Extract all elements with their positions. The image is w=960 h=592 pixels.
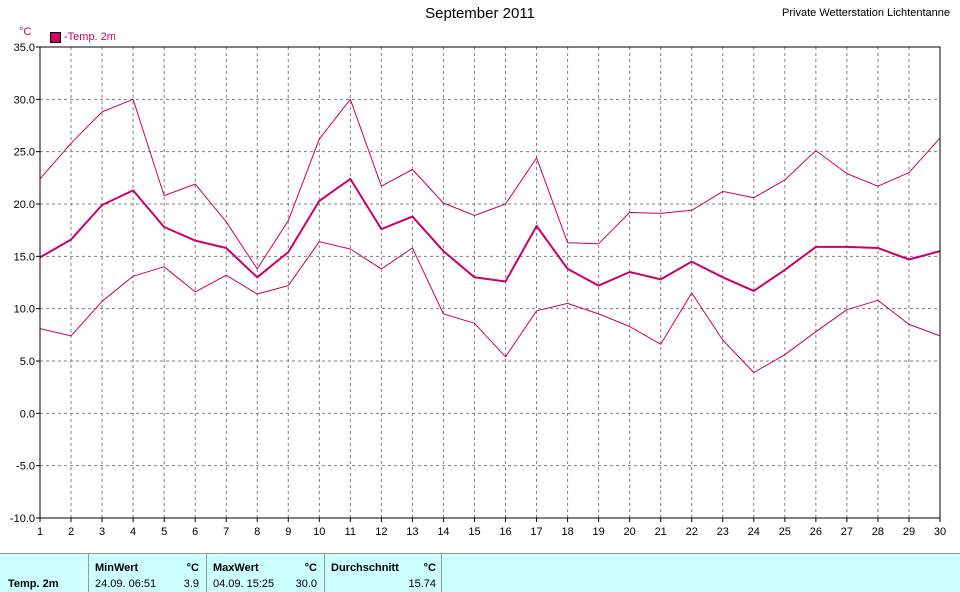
x-tick-label: 17 <box>530 526 542 538</box>
y-tick-label: -10.0 <box>10 513 35 525</box>
stats-avg-cell: Durchschnitt °C 15.74 <box>324 554 442 592</box>
x-tick-label: 1 <box>37 526 43 538</box>
x-tick-label: 20 <box>624 526 636 538</box>
x-tick-label: 3 <box>99 526 105 538</box>
stats-min-time: 24.09. 06:51 <box>95 578 157 590</box>
legend: -Temp. 2m <box>50 31 116 43</box>
stats-min-value: 3.9 <box>183 578 199 590</box>
y-tick-label: 0.0 <box>20 408 35 420</box>
x-tick-label: 28 <box>872 526 884 538</box>
legend-label: -Temp. 2m <box>64 31 116 43</box>
stats-max-label: MaxWert <box>213 562 259 574</box>
x-tick-label: 26 <box>810 526 822 538</box>
x-tick-label: 24 <box>748 526 760 538</box>
x-tick-label: 12 <box>375 526 387 538</box>
series-line-min <box>39 241 941 373</box>
y-tick-label: 25.0 <box>14 147 35 159</box>
x-tick-label: 6 <box>192 526 198 538</box>
stats-max-cell: MaxWert °C 04.09. 15:25 30.0 <box>206 554 325 592</box>
y-tick-label: 35.0 <box>14 42 35 54</box>
stats-avg-unit: °C <box>423 562 436 574</box>
x-tick-label: 16 <box>499 526 511 538</box>
stats-min-unit: °C <box>186 562 199 574</box>
x-tick-label: 8 <box>254 526 260 538</box>
x-tick-label: 18 <box>561 526 573 538</box>
stats-row-label: Temp. 2m <box>8 578 59 590</box>
x-tick-label: 13 <box>406 526 418 538</box>
stats-avg-label: Durchschnitt <box>331 562 399 574</box>
x-tick-label: 14 <box>437 526 449 538</box>
stats-max-time: 04.09. 15:25 <box>213 578 275 590</box>
y-tick-label: 30.0 <box>14 94 35 106</box>
x-tick-label: 23 <box>717 526 729 538</box>
series-line-mean <box>39 177 941 292</box>
x-tick-label: 22 <box>686 526 698 538</box>
x-tick-label: 10 <box>313 526 325 538</box>
y-tick-label: 10.0 <box>14 304 35 316</box>
x-tick-label: 9 <box>285 526 291 538</box>
x-tick-label: 30 <box>934 526 946 538</box>
series-lines <box>39 98 941 373</box>
y-axis-ticks: -10.0 -5.0 0.0 5.0 10.0 15.0 20.0 25.0 30.0 35.0 <box>10 42 40 525</box>
station-name: Private Wetterstation Lichtentanne <box>782 7 950 19</box>
grid-lines <box>40 47 940 518</box>
stats-max-unit: °C <box>304 562 317 574</box>
stats-divider <box>441 554 442 592</box>
x-tick-label: 21 <box>655 526 667 538</box>
stats-avg-value: 15.74 <box>408 578 436 590</box>
stats-min-cell: MinWert °C 24.09. 06:51 3.9 <box>88 554 207 592</box>
x-tick-label: 29 <box>903 526 915 538</box>
stats-min-label: MinWert <box>95 562 139 574</box>
x-tick-label: 11 <box>345 526 356 538</box>
x-tick-label: 27 <box>841 526 853 538</box>
y-tick-label: -5.0 <box>16 461 35 473</box>
series-line-max <box>39 98 941 270</box>
x-tick-label: 25 <box>779 526 791 538</box>
temperature-chart: -10.0-5.00.05.010.015.020.025.030.035.0 … <box>10 42 946 538</box>
x-tick-label: 2 <box>68 526 74 538</box>
y-tick-label: 5.0 <box>20 356 35 368</box>
stats-bar: Temp. 2m MinWert °C 24.09. 06:51 3.9 Max… <box>0 553 960 592</box>
x-tick-label: 5 <box>161 526 167 538</box>
y-tick-label: 20.0 <box>14 199 35 211</box>
x-tick-label: 19 <box>592 526 604 538</box>
plot-frame <box>39 46 941 519</box>
x-axis-ticks: 1 2 3 4 5 6 7 8 9 10 11 12 13 14 15 16 17 18 19 20 21 22 23 24 2… <box>37 518 946 538</box>
x-tick-label: 15 <box>468 526 480 538</box>
x-tick-label: 7 <box>223 526 229 538</box>
chart-title: September 2011 <box>425 5 535 22</box>
y-tick-label: 15.0 <box>14 251 35 263</box>
x-tick-label: 4 <box>130 526 136 538</box>
y-axis-unit: °C <box>19 26 32 38</box>
stats-max-value: 30.0 <box>295 578 317 590</box>
legend-swatch <box>50 31 61 43</box>
